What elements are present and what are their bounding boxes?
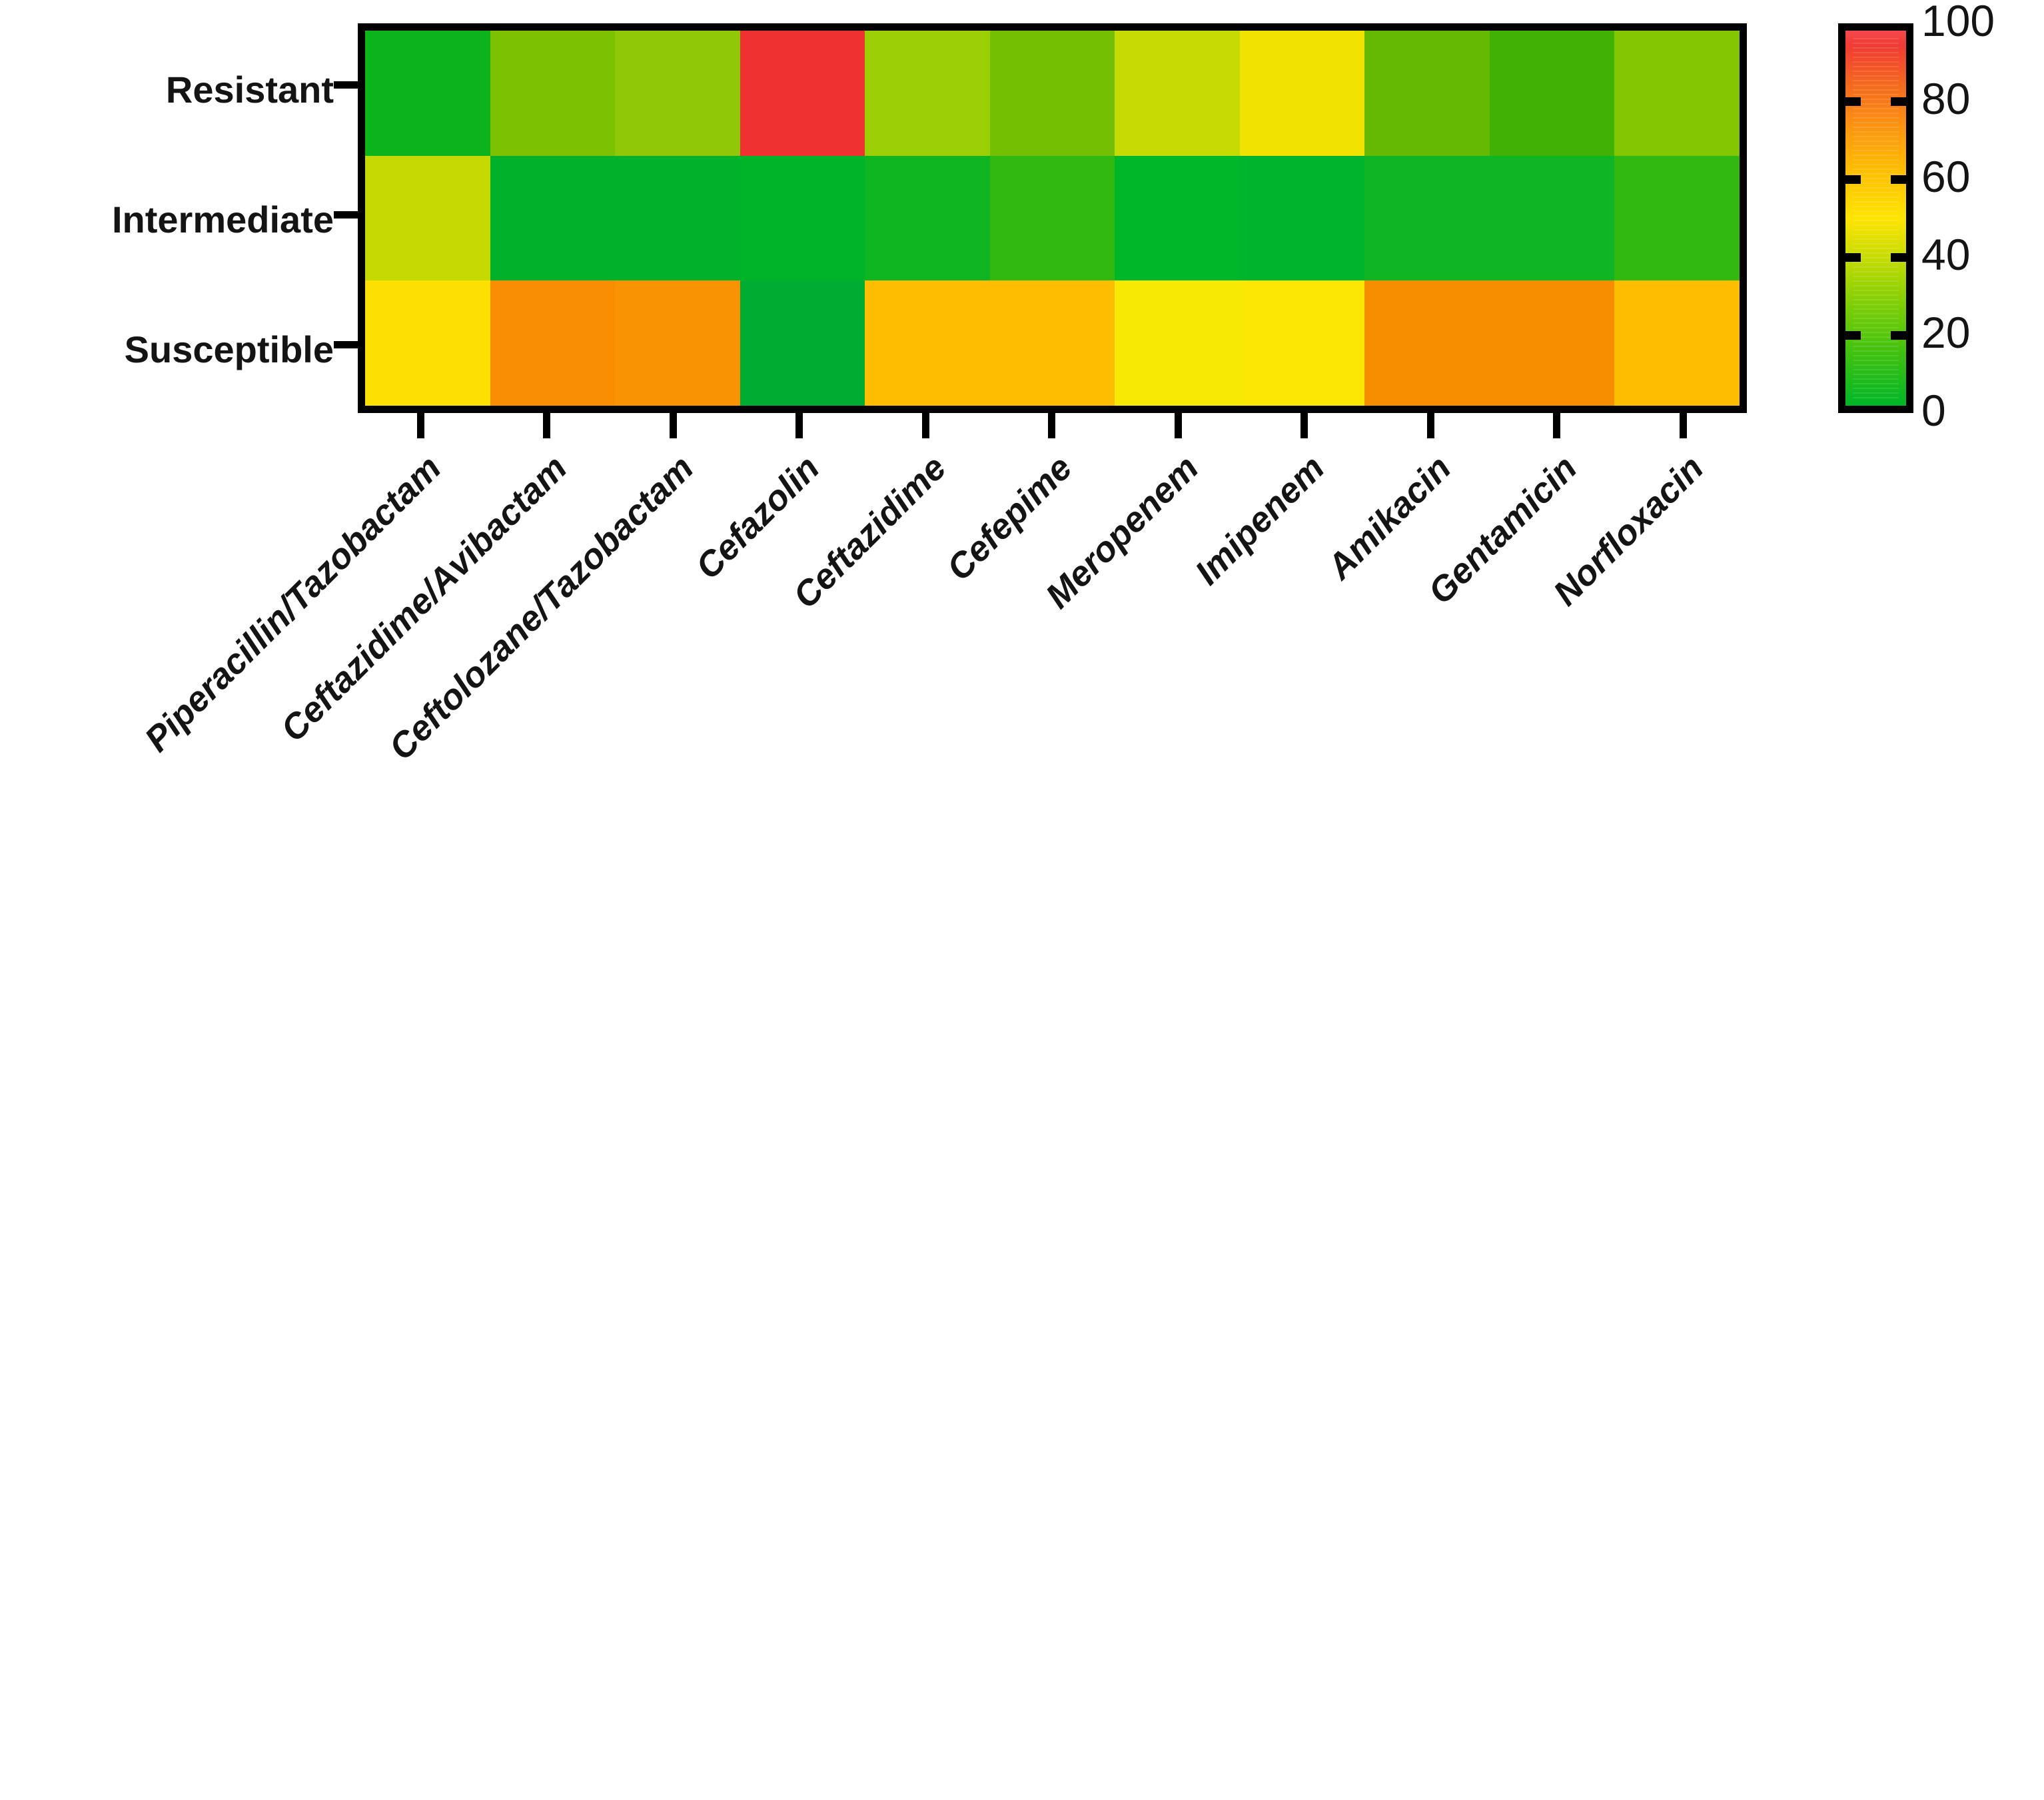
- x-tick-2: [670, 413, 677, 438]
- heatmap-cell-r0c0[interactable]: [365, 31, 490, 156]
- heatmap-cell-r2c3[interactable]: [740, 280, 865, 406]
- heatmap-plot-area: [358, 23, 1747, 413]
- colorbar-tick-right-20: [1891, 331, 1913, 340]
- heatmap-cell-r0c3[interactable]: [740, 31, 865, 156]
- heatmap-cell-r1c6[interactable]: [1115, 155, 1240, 281]
- y-axis-label-resistant: Resistant: [165, 69, 334, 111]
- colorbar-tick-right-60: [1891, 175, 1913, 184]
- heatmap-cell-r2c6[interactable]: [1115, 280, 1240, 406]
- y-axis-label-intermediate: Intermediate: [112, 199, 334, 240]
- heatmap-figure: Resistant Intermediate Susceptible: [112, 0, 1995, 768]
- heatmap-cell-r0c7[interactable]: [1239, 31, 1365, 156]
- heatmap-cell-r1c7[interactable]: [1239, 155, 1365, 281]
- x-tick-6: [1175, 413, 1182, 438]
- y-axis-label-susceptible: Susceptible: [124, 328, 334, 370]
- heatmap-cell-r0c5[interactable]: [989, 31, 1115, 156]
- heatmap-cell-r2c9[interactable]: [1489, 280, 1615, 406]
- heatmap-cell-r0c2[interactable]: [615, 31, 740, 156]
- heatmap-cell-r2c8[interactable]: [1364, 280, 1490, 406]
- colorbar-label-20: 20: [1921, 308, 1971, 357]
- x-tick-9: [1553, 413, 1560, 438]
- x-tick-8: [1427, 413, 1434, 438]
- x-tick-4: [922, 413, 929, 438]
- heatmap-cell-r1c4[interactable]: [865, 155, 990, 281]
- heatmap-cell-r0c8[interactable]: [1364, 31, 1490, 156]
- heatmap-cell-r1c2[interactable]: [615, 155, 740, 281]
- heatmap-cell-r2c1[interactable]: [490, 280, 616, 406]
- heatmap-cell-r2c10[interactable]: [1614, 280, 1740, 406]
- heatmap-cell-r0c4[interactable]: [865, 31, 990, 156]
- heatmap-cell-r1c5[interactable]: [989, 155, 1115, 281]
- colorbar-label-80: 80: [1921, 74, 1971, 123]
- colorbar-tick-left-80: [1838, 97, 1861, 106]
- colorbar-tick-right-40: [1891, 253, 1913, 262]
- colorbar[interactable]: [1838, 23, 1913, 413]
- colorbar-tick-left-60: [1838, 175, 1861, 184]
- heatmap-cell-r2c2[interactable]: [615, 280, 740, 406]
- heatmap-cell-r0c1[interactable]: [490, 31, 616, 156]
- y-tick-intermediate: [334, 211, 358, 219]
- colorbar-label-100: 100: [1921, 0, 1995, 45]
- heatmap-cell-r2c5[interactable]: [989, 280, 1115, 406]
- heatmap-cell-r2c4[interactable]: [865, 280, 990, 406]
- heatmap-cell-r0c10[interactable]: [1614, 31, 1740, 156]
- colorbar-label-40: 40: [1921, 230, 1971, 279]
- heatmap-cell-r1c3[interactable]: [740, 155, 865, 281]
- x-tick-10: [1680, 413, 1687, 438]
- colorbar-tick-right-80: [1891, 97, 1913, 106]
- y-tick-susceptible: [334, 341, 358, 348]
- colorbar-label-60: 60: [1921, 152, 1971, 201]
- colorbar-stripe-overlay: [1853, 38, 1899, 398]
- heatmap-cell-r0c9[interactable]: [1489, 31, 1615, 156]
- x-tick-5: [1048, 413, 1055, 438]
- heatmap-cell-r0c6[interactable]: [1115, 31, 1240, 156]
- x-tick-1: [543, 413, 550, 438]
- heatmap-cell-r1c9[interactable]: [1489, 155, 1615, 281]
- x-tick-7: [1300, 413, 1308, 438]
- colorbar-gradient: [1838, 23, 1913, 413]
- heatmap-cell-r1c1[interactable]: [490, 155, 616, 281]
- colorbar-label-0: 0: [1921, 386, 1946, 435]
- colorbar-tick-left-40: [1838, 253, 1861, 262]
- heatmap-grid: [365, 31, 1740, 406]
- heatmap-cell-r1c0[interactable]: [365, 155, 490, 281]
- y-tick-resistant: [334, 81, 358, 89]
- x-tick-0: [417, 413, 424, 438]
- colorbar-tick-left-20: [1838, 331, 1861, 340]
- heatmap-cell-r1c8[interactable]: [1364, 155, 1490, 281]
- x-axis-label-imipenem: Imipenem: [1187, 448, 1332, 593]
- heatmap-cell-r1c10[interactable]: [1614, 155, 1740, 281]
- x-tick-3: [795, 413, 803, 438]
- heatmap-cell-r2c0[interactable]: [365, 280, 490, 406]
- heatmap-cell-r2c7[interactable]: [1239, 280, 1365, 406]
